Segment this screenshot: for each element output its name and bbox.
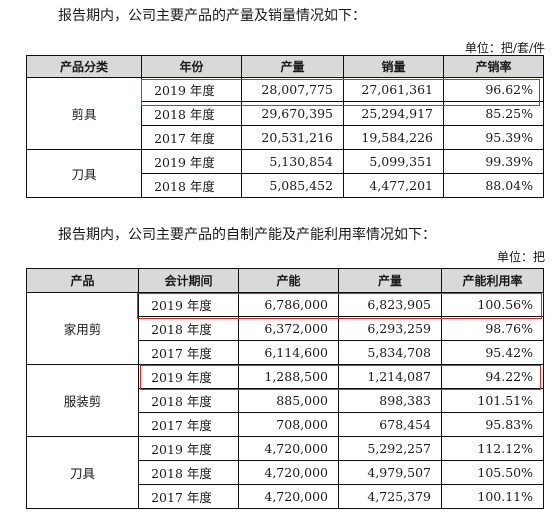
table-row: 2017 年度 20,531,216 19,584,226 95.39% [27, 125, 544, 150]
utilization-cell: 95.42% [441, 340, 544, 365]
table-row: 家用剪 2019 年度 6,786,000 6,823,905 100.56% [26, 292, 544, 365]
production-sales-table: 产品分类 年份 产量 销量 产销率 剪具 2019 年度 28,007,775 … [26, 55, 544, 198]
sales-cell: 5,099,351 [343, 149, 444, 174]
sales-cell: 27,061,361 [343, 77, 444, 102]
table-row: 2018 年度 5,085,452 4,477,201 88.04% [27, 173, 544, 198]
capacity-cell: 6,372,000 [238, 316, 339, 341]
table-row: 2018 年度 4,720,000 4,979,507 105.50% [27, 460, 544, 485]
header-capacity: 产能 [238, 268, 339, 293]
intro-paragraph-2: 报告期内，公司主要产品的自制产能及产能利用率情况如下： [58, 227, 436, 243]
output-cell: 5,085,452 [241, 173, 344, 198]
table-header-row: 产品 会计期间 产能 产量 产能利用率 [26, 268, 544, 293]
output-cell: 5,292,257 [338, 436, 442, 461]
table-row: 剪具 2019 年度 28,007,775 27,061,361 96.62% [26, 77, 544, 150]
period-cell: 2017 年度 [138, 412, 239, 437]
header-output: 产量 [241, 55, 344, 78]
year-cell: 2019 年度 [141, 149, 242, 174]
period-cell: 2018 年度 [138, 316, 239, 341]
unit-label-2: 单位：把 [496, 250, 545, 264]
table-row: 服装剪 2019 年度 1,288,500 1,214,087 94.22% [26, 364, 544, 437]
capacity-cell: 6,786,000 [238, 292, 339, 317]
capacity-utilization-table: 产品 会计期间 产能 产量 产能利用率 家用剪 2019 年度 6,786,00… [26, 268, 544, 509]
table-row: 2017 年度 6,114,600 5,834,708 95.42% [27, 340, 544, 365]
period-cell: 2019 年度 [138, 364, 239, 389]
output-cell: 5,130,854 [241, 149, 344, 174]
output-cell: 20,531,216 [241, 125, 344, 150]
output-cell: 4,725,379 [338, 484, 442, 509]
output-cell: 6,293,259 [338, 316, 442, 341]
header-year: 年份 [141, 55, 242, 78]
category-cell: 刀具 [26, 149, 142, 198]
year-cell: 2017 年度 [141, 125, 242, 150]
utilization-cell: 95.83% [441, 412, 544, 437]
period-cell: 2017 年度 [138, 340, 239, 365]
output-cell: 29,670,395 [241, 101, 344, 126]
category-cell: 剪具 [26, 77, 142, 150]
period-cell: 2017 年度 [138, 484, 239, 509]
rate-cell: 99.39% [443, 149, 544, 174]
utilization-cell: 112.12% [441, 436, 544, 461]
rate-cell: 96.62% [443, 77, 544, 102]
table-row: 2018 年度 885,000 898,383 101.51% [27, 388, 544, 413]
table-row: 2018 年度 6,372,000 6,293,259 98.76% [27, 316, 544, 341]
rate-cell: 88.04% [443, 173, 544, 198]
year-cell: 2018 年度 [141, 173, 242, 198]
output-cell: 28,007,775 [241, 77, 344, 102]
utilization-cell: 98.76% [441, 316, 544, 341]
sales-cell: 25,294,917 [343, 101, 444, 126]
rate-cell: 95.39% [443, 125, 544, 150]
utilization-cell: 94.22% [441, 364, 544, 389]
output-cell: 1,214,087 [338, 364, 442, 389]
product-cell: 刀具 [26, 436, 139, 509]
year-cell: 2018 年度 [141, 101, 242, 126]
utilization-cell: 100.56% [441, 292, 544, 317]
utilization-cell: 105.50% [441, 460, 544, 485]
header-sales: 销量 [343, 55, 444, 78]
capacity-cell: 4,720,000 [238, 436, 339, 461]
output-cell: 5,834,708 [338, 340, 442, 365]
header-product: 产品 [26, 268, 139, 293]
capacity-cell: 4,720,000 [238, 484, 339, 509]
table-row: 刀具 2019 年度 5,130,854 5,099,351 99.39% [26, 149, 544, 198]
output-cell: 678,454 [338, 412, 442, 437]
header-period: 会计期间 [138, 268, 239, 293]
header-utilization: 产能利用率 [441, 268, 544, 293]
capacity-cell: 6,114,600 [238, 340, 339, 365]
year-cell: 2019 年度 [141, 77, 242, 102]
period-cell: 2018 年度 [138, 388, 239, 413]
output-cell: 6,823,905 [338, 292, 442, 317]
intro-paragraph-1: 报告期内，公司主要产品的产量及销量情况如下： [58, 8, 366, 24]
sales-cell: 4,477,201 [343, 173, 444, 198]
product-cell: 服装剪 [26, 364, 139, 437]
header-rate: 产销率 [443, 55, 544, 78]
utilization-cell: 100.11% [441, 484, 544, 509]
output-cell: 4,979,507 [338, 460, 442, 485]
header-output: 产量 [338, 268, 442, 293]
utilization-cell: 101.51% [441, 388, 544, 413]
header-category: 产品分类 [26, 55, 142, 78]
table-row: 2017 年度 708,000 678,454 95.83% [27, 412, 544, 437]
table-header-row: 产品分类 年份 产量 销量 产销率 [26, 55, 544, 78]
capacity-cell: 4,720,000 [238, 460, 339, 485]
unit-label-1: 单位：把/套/件 [464, 41, 545, 55]
output-cell: 898,383 [338, 388, 442, 413]
period-cell: 2019 年度 [138, 292, 239, 317]
period-cell: 2019 年度 [138, 436, 239, 461]
sales-cell: 19,584,226 [343, 125, 444, 150]
table-row: 刀具 2019 年度 4,720,000 5,292,257 112.12% [26, 436, 544, 509]
product-cell: 家用剪 [26, 292, 139, 365]
period-cell: 2018 年度 [138, 460, 239, 485]
capacity-cell: 1,288,500 [238, 364, 339, 389]
rate-cell: 85.25% [443, 101, 544, 126]
capacity-cell: 708,000 [238, 412, 339, 437]
capacity-cell: 885,000 [238, 388, 339, 413]
table-row: 2017 年度 4,720,000 4,725,379 100.11% [27, 484, 544, 509]
